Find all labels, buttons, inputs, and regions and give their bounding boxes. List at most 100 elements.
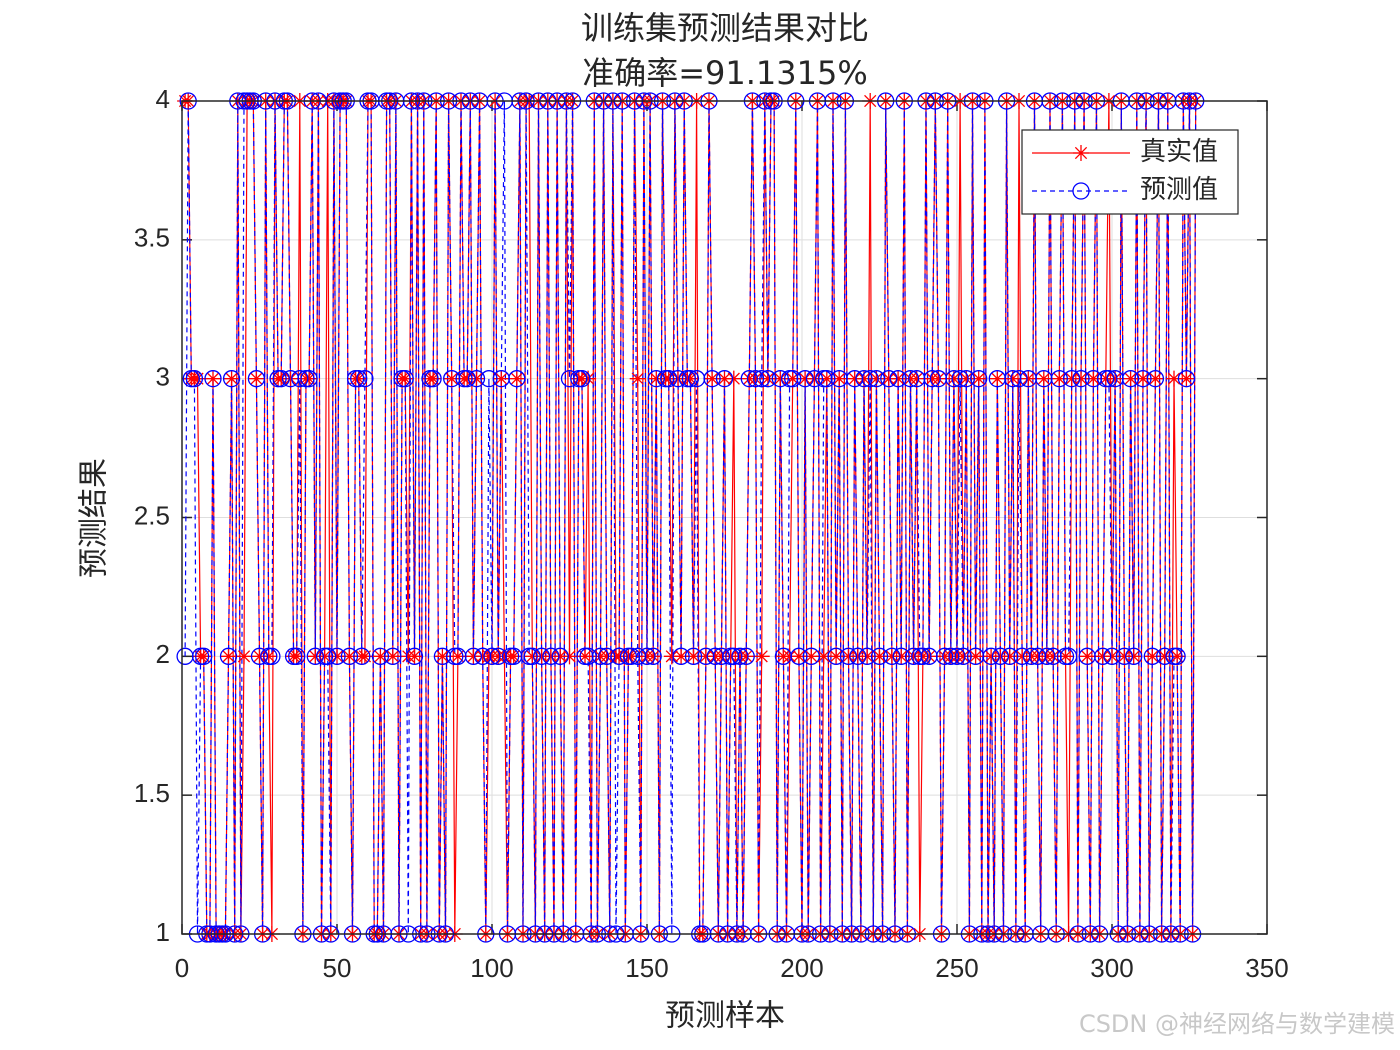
data-point [772, 370, 789, 387]
chart-title: 训练集预测结果对比 [581, 9, 869, 47]
data-point [983, 648, 1000, 665]
data-point [759, 370, 777, 388]
data-point [856, 370, 872, 387]
data-point [1116, 648, 1133, 665]
data-point [673, 648, 690, 665]
data-point [406, 648, 423, 665]
data-point [713, 648, 730, 665]
data-point [660, 370, 678, 388]
data-point [781, 648, 798, 665]
data-point [753, 648, 770, 665]
data-point [371, 647, 390, 665]
data-point [301, 370, 318, 387]
data-point [731, 647, 749, 665]
data-point [610, 647, 628, 665]
data-point [802, 647, 820, 665]
data-point [716, 370, 733, 387]
data-point [1125, 647, 1143, 665]
data-point [796, 370, 814, 388]
data-point [532, 647, 551, 665]
data-point [405, 647, 424, 665]
data-point [759, 370, 776, 387]
data-point [560, 370, 579, 388]
data-point [880, 370, 897, 387]
data-point [598, 648, 615, 665]
data-point [790, 647, 808, 665]
data-point [868, 370, 885, 387]
data-point [291, 370, 309, 388]
data-point [350, 370, 368, 388]
data-point [251, 648, 268, 665]
data-point [1014, 648, 1031, 665]
data-point [384, 647, 402, 665]
data-point [753, 370, 771, 388]
data-point [660, 370, 677, 387]
data-point [307, 648, 324, 665]
data-point [260, 648, 277, 665]
data-point [248, 370, 265, 387]
data-point [434, 648, 451, 665]
data-point [818, 370, 835, 387]
data-point [329, 648, 345, 665]
data-point [954, 647, 972, 665]
data-point [957, 370, 975, 388]
data-point [1177, 370, 1196, 388]
data-point [219, 647, 238, 665]
data-point [1147, 370, 1164, 387]
data-point [1156, 648, 1173, 665]
data-point [725, 647, 743, 665]
legend-marker [1072, 182, 1090, 200]
data-point [372, 648, 389, 665]
data-point [672, 647, 690, 665]
data-point [328, 647, 346, 665]
data-point [855, 370, 873, 388]
data-point [827, 647, 845, 665]
data-point [1059, 647, 1078, 665]
data-point [1135, 370, 1151, 387]
data-point [831, 370, 848, 387]
data-point [849, 647, 867, 665]
data-point [861, 370, 879, 388]
data-point [397, 370, 414, 387]
data-point [288, 647, 306, 665]
data-point [803, 648, 820, 665]
data-point [784, 370, 801, 387]
data-point [1073, 370, 1089, 387]
data-point [205, 370, 221, 387]
data-point [948, 647, 966, 665]
data-point [704, 370, 721, 387]
data-point [846, 370, 863, 387]
data-point [703, 370, 721, 388]
data-point [425, 370, 442, 387]
data-point [467, 370, 486, 388]
data-point [1100, 370, 1118, 388]
x-tick-label: 50 [323, 953, 352, 983]
data-point [505, 648, 522, 665]
legend-label: 预测值 [1140, 175, 1218, 205]
x-tick-label: 150 [625, 953, 668, 983]
y-axis-label: 预测结果 [77, 458, 112, 578]
data-point [1166, 370, 1182, 387]
data-point [611, 648, 628, 665]
data-point [524, 648, 541, 665]
data-point [890, 370, 907, 387]
data-point [551, 647, 569, 665]
x-tick-label: 350 [1245, 953, 1288, 983]
data-point [1107, 370, 1124, 387]
y-tick-label: 2 [156, 639, 170, 669]
data-point [288, 648, 305, 665]
data-point [747, 370, 764, 387]
data-point [722, 648, 739, 665]
data-point [573, 370, 591, 388]
data-point [598, 647, 616, 665]
data-point [483, 647, 501, 665]
data-point [1050, 370, 1068, 388]
data-point [508, 370, 525, 387]
y-tick-label: 4 [156, 84, 170, 114]
data-point [316, 648, 333, 665]
data-point [464, 647, 483, 665]
data-point [644, 647, 662, 665]
data-point [1057, 648, 1074, 665]
data-point [923, 370, 941, 388]
y-tick-label: 3 [156, 362, 170, 392]
